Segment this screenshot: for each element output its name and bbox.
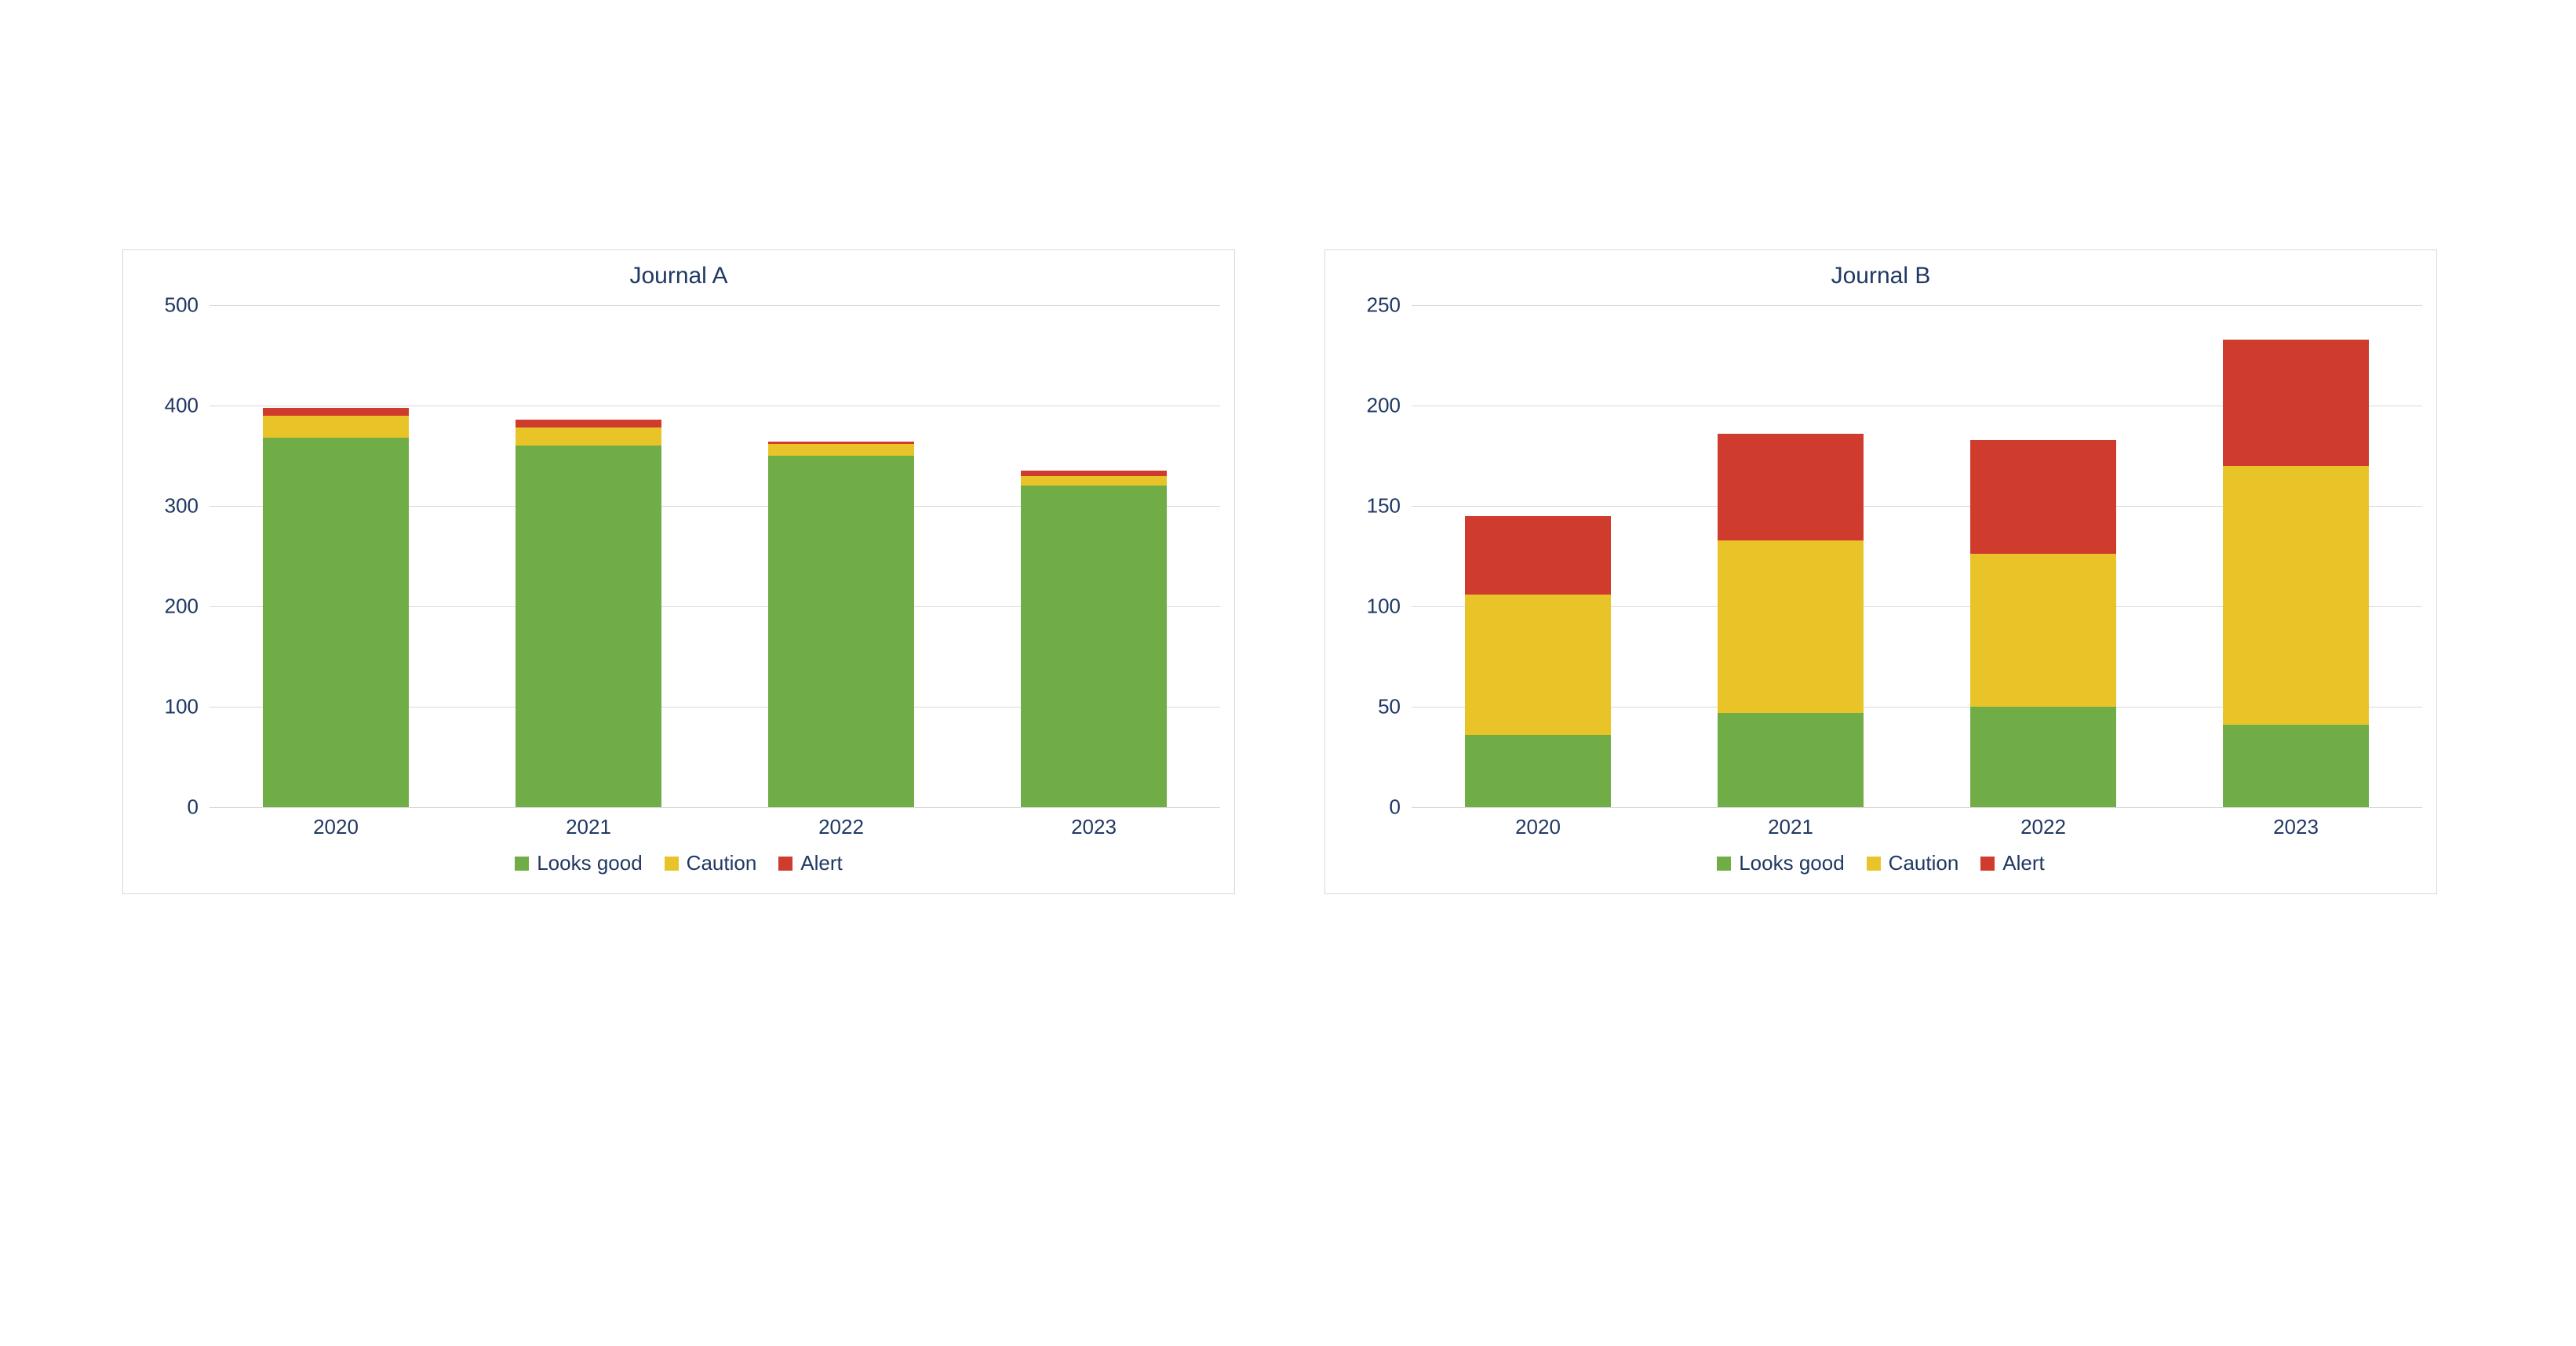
legend-swatch xyxy=(1717,857,1731,871)
legend-item-caution: Caution xyxy=(1867,851,1959,875)
bar-segment-alert xyxy=(1021,471,1168,475)
bar-segment-caution xyxy=(1021,476,1168,486)
bar-segment-looks_good xyxy=(263,438,410,807)
x-tick-label: 2022 xyxy=(1917,815,2170,839)
legend-swatch xyxy=(515,857,529,871)
legend-item-looks_good: Looks good xyxy=(515,851,642,875)
legend: Looks good Caution Alert xyxy=(123,851,1234,875)
chart-title: Journal B xyxy=(1325,263,2436,289)
gridline xyxy=(210,305,1220,306)
chart-panel-journal-a: Journal A 010020030040050020202021202220… xyxy=(122,249,1235,894)
bar-segment-alert xyxy=(768,442,915,444)
bar-stack xyxy=(1021,471,1168,807)
x-tick-label: 2020 xyxy=(210,815,462,839)
legend: Looks good Caution Alert xyxy=(1325,851,2436,875)
y-tick-label: 400 xyxy=(128,394,199,418)
bar-stack xyxy=(768,442,915,807)
y-tick-label: 500 xyxy=(128,293,199,318)
bar-segment-looks_good xyxy=(768,456,915,807)
bar-stack xyxy=(516,420,662,807)
gridline xyxy=(1412,305,2422,306)
legend-label: Alert xyxy=(800,851,842,875)
bar-segment-caution xyxy=(1718,540,1864,713)
x-tick-label: 2021 xyxy=(462,815,715,839)
x-tick-label: 2023 xyxy=(2170,815,2422,839)
legend-swatch xyxy=(1980,857,1995,871)
bar-segment-looks_good xyxy=(2223,725,2370,807)
y-tick-label: 50 xyxy=(1330,695,1401,719)
legend-label: Caution xyxy=(1889,851,1959,875)
bar-segment-looks_good xyxy=(1970,707,2117,807)
bar-segment-looks_good xyxy=(516,446,662,807)
bar-segment-alert xyxy=(263,408,410,416)
bar-segment-caution xyxy=(2223,466,2370,725)
bar-stack xyxy=(2223,340,2370,807)
bar-stack xyxy=(1970,440,2117,807)
bar-segment-caution xyxy=(1970,554,2117,707)
x-tick-label: 2021 xyxy=(1664,815,1917,839)
gridline xyxy=(1412,807,2422,808)
bar-segment-caution xyxy=(263,416,410,438)
bar-segment-alert xyxy=(1465,516,1612,595)
bar-stack xyxy=(263,408,410,807)
x-tick-label: 2020 xyxy=(1412,815,1664,839)
legend-item-alert: Alert xyxy=(778,851,842,875)
plot-area: 01002003004005002020202120222023 xyxy=(210,305,1220,807)
legend-item-caution: Caution xyxy=(665,851,757,875)
y-tick-label: 0 xyxy=(128,795,199,820)
y-tick-label: 200 xyxy=(1330,394,1401,418)
legend-label: Looks good xyxy=(1739,851,1844,875)
legend-item-looks_good: Looks good xyxy=(1717,851,1844,875)
legend-label: Alert xyxy=(2002,851,2044,875)
plot-area: 0501001502002502020202120222023 xyxy=(1412,305,2422,807)
bar-segment-caution xyxy=(516,427,662,446)
y-tick-label: 100 xyxy=(1330,595,1401,619)
legend-swatch xyxy=(778,857,792,871)
legend-item-alert: Alert xyxy=(1980,851,2044,875)
y-tick-label: 0 xyxy=(1330,795,1401,820)
canvas: Journal A 010020030040050020202021202220… xyxy=(0,0,2576,1346)
y-tick-label: 250 xyxy=(1330,293,1401,318)
bar-segment-alert xyxy=(516,420,662,427)
bar-segment-looks_good xyxy=(1718,713,1864,807)
gridline xyxy=(210,807,1220,808)
bar-segment-alert xyxy=(1718,434,1864,540)
legend-swatch xyxy=(1867,857,1881,871)
bar-stack xyxy=(1465,516,1612,807)
x-tick-label: 2022 xyxy=(715,815,967,839)
chart-panel-journal-b: Journal B 050100150200250202020212022202… xyxy=(1324,249,2437,894)
legend-label: Caution xyxy=(687,851,757,875)
legend-label: Looks good xyxy=(537,851,642,875)
chart-title: Journal A xyxy=(123,263,1234,289)
y-tick-label: 100 xyxy=(128,695,199,719)
y-tick-label: 150 xyxy=(1330,494,1401,518)
y-tick-label: 200 xyxy=(128,595,199,619)
bar-segment-caution xyxy=(1465,595,1612,735)
bar-segment-caution xyxy=(768,444,915,456)
y-tick-label: 300 xyxy=(128,494,199,518)
x-tick-label: 2023 xyxy=(967,815,1220,839)
bar-stack xyxy=(1718,434,1864,807)
bar-segment-alert xyxy=(1970,440,2117,555)
legend-swatch xyxy=(665,857,679,871)
bar-segment-looks_good xyxy=(1021,486,1168,807)
bar-segment-looks_good xyxy=(1465,735,1612,807)
bar-segment-alert xyxy=(2223,340,2370,466)
